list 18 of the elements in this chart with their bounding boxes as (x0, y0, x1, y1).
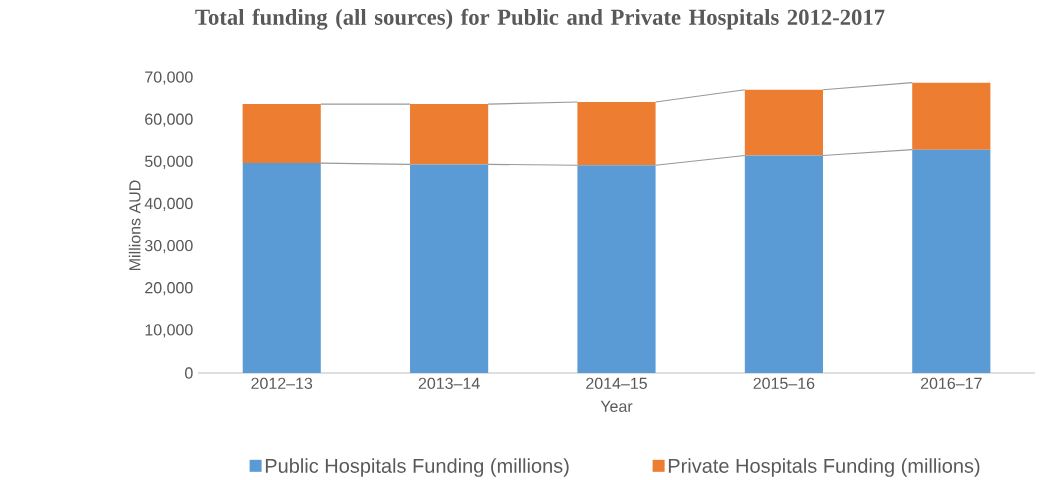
x-tick-label: 2016–17 (920, 377, 982, 389)
y-axis-title: Millions AUD (128, 180, 141, 270)
x-tick-label: 2014–15 (586, 377, 647, 389)
y-tick-label: 30,000 (144, 239, 193, 254)
y-tick-label: 20,000 (145, 282, 193, 296)
legend-label: Public Hospitals Funding (millions) (265, 458, 569, 477)
y-tick-label: 50,000 (145, 155, 193, 169)
legend-label: Private Hospitals Funding (millions) (668, 458, 980, 477)
y-tick-label: 60,000 (145, 113, 193, 127)
x-tick-label: 2012–13 (251, 377, 313, 389)
y-tick-label: 10,000 (145, 324, 193, 338)
x-axis-title: Year (600, 400, 633, 412)
x-tick-label: 2013–14 (418, 377, 480, 389)
x-tick-label: 2015–16 (753, 377, 815, 389)
y-tick-label: 40,000 (144, 197, 193, 211)
y-tick-label: 70,000 (145, 71, 193, 85)
chart-title: Total funding (all sources) for Public and Private Hospitals 2012-2017 (195, 8, 885, 30)
y-tick-label: 0 (185, 367, 193, 379)
